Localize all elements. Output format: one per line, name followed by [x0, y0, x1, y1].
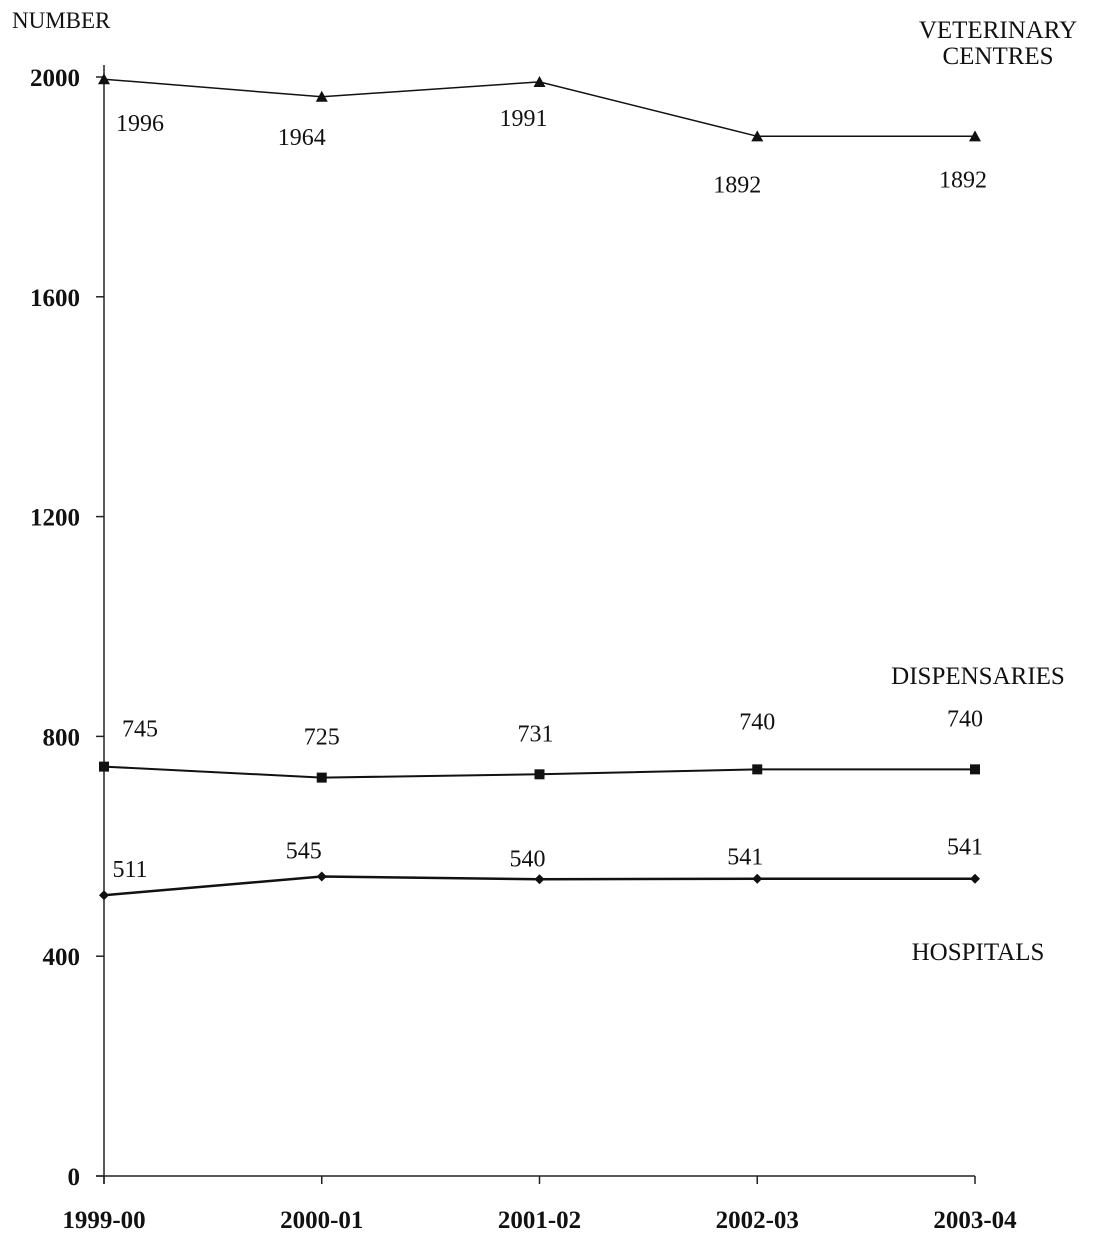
data-label: 740	[947, 706, 983, 732]
x-tick-label: 2002-03	[716, 1207, 799, 1234]
axes	[96, 65, 976, 1184]
diamond-marker	[752, 873, 763, 884]
data-label: 1892	[939, 167, 987, 193]
y-tick-label: 2000	[30, 65, 80, 92]
tick-labels: 0 400 800 1200 1600 2000 1999-00 2000-01 2001-02…	[30, 65, 1017, 1234]
diamond-marker	[316, 871, 327, 882]
diamond-marker	[99, 890, 109, 901]
x-tick-label: 1999-00	[62, 1207, 145, 1234]
data-label: 1991	[500, 106, 548, 132]
data-label: 1996	[116, 111, 164, 137]
data-label: 1892	[713, 172, 761, 198]
y-tick-label: 1200	[30, 505, 80, 532]
y-tick-label: 0	[68, 1164, 81, 1191]
x-tick-label: 2001-02	[498, 1207, 581, 1234]
square-marker	[316, 772, 327, 783]
y-axis-label: NUMBER	[12, 8, 111, 33]
triangle-marker	[969, 130, 981, 142]
series-name-label: VETERINARY	[919, 17, 1077, 44]
series-name-label: CENTRES	[942, 43, 1053, 70]
data-labels: 1996 1964 1991 1892 1892 745 725 731 740 740 511 54…	[112, 106, 987, 883]
data-label: 731	[518, 721, 554, 747]
square-marker	[970, 764, 980, 775]
square-marker	[752, 764, 763, 775]
data-label: 545	[286, 839, 322, 865]
triangle-marker	[315, 90, 328, 102]
data-label: 1964	[278, 125, 326, 151]
square-marker	[99, 761, 109, 772]
triangle-marker	[98, 73, 110, 85]
data-label: 745	[122, 717, 158, 743]
square-marker	[534, 769, 545, 780]
x-tick-label: 2003-04	[933, 1207, 1017, 1234]
y-tick-label: 1600	[30, 285, 80, 312]
data-label: 740	[739, 709, 775, 735]
triangle-marker	[751, 130, 764, 142]
data-label: 541	[947, 835, 983, 861]
series-name-label: DISPENSARIES	[891, 663, 1065, 690]
triangle-marker	[533, 75, 546, 87]
data-label: 541	[727, 845, 763, 871]
data-label: 511	[112, 857, 147, 883]
series-name-label: HOSPITALS	[912, 939, 1045, 966]
y-tick-label: 400	[43, 944, 81, 971]
data-label: 540	[510, 846, 546, 872]
data-label: 725	[304, 725, 340, 751]
series-group	[98, 73, 981, 901]
diamond-marker	[970, 873, 980, 884]
diamond-marker	[534, 874, 545, 885]
x-tick-label: 2000-01	[280, 1207, 363, 1234]
y-tick-label: 800	[43, 724, 81, 751]
